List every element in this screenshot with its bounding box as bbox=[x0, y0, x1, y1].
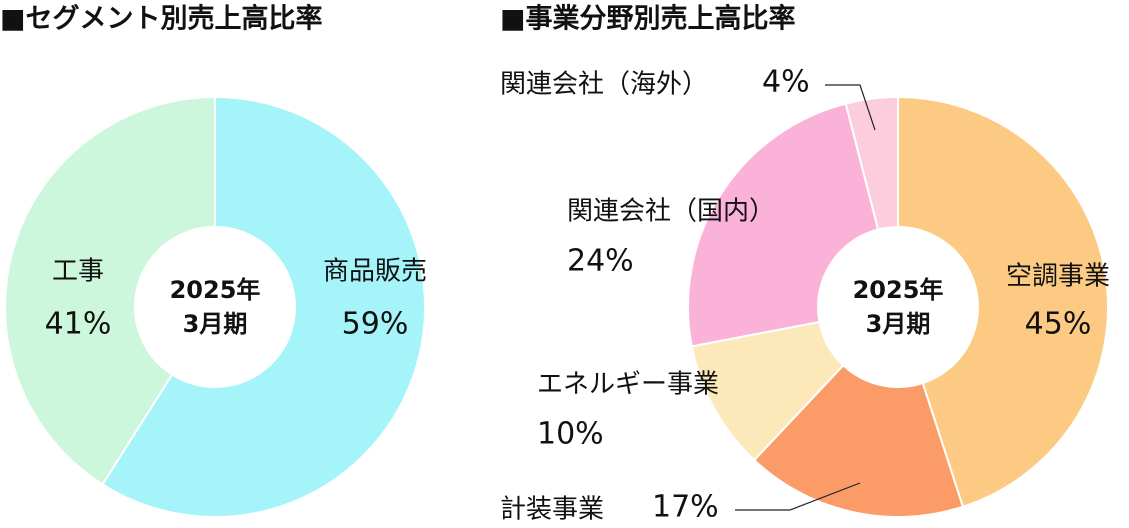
category-label: 計装事業 bbox=[500, 495, 604, 525]
value-label: 4% bbox=[762, 65, 810, 100]
chart-title: ■セグメント別売上高比率 bbox=[0, 3, 323, 35]
center-label: 2025年 bbox=[853, 276, 944, 304]
donut-slice bbox=[897, 95, 1109, 508]
center-label: 2025年 bbox=[170, 276, 261, 304]
category-label: エネルギー事業 bbox=[537, 370, 719, 400]
value-label: 17% bbox=[652, 490, 719, 525]
category-label: 関連会社（海外） bbox=[500, 70, 708, 100]
donut-slice bbox=[844, 95, 899, 231]
category-label: 商品販売 bbox=[323, 257, 427, 287]
category-label: 工事 bbox=[52, 257, 104, 287]
category-label: 関連会社（国内） bbox=[567, 197, 775, 227]
value-label: 45% bbox=[1025, 307, 1092, 342]
center-label: 3月期 bbox=[866, 310, 931, 338]
value-label: 59% bbox=[342, 307, 409, 342]
value-label: 10% bbox=[537, 417, 604, 452]
value-label: 41% bbox=[45, 307, 112, 342]
category-label: 空調事業 bbox=[1006, 262, 1110, 292]
donut-slice bbox=[4, 95, 216, 486]
donut-slice bbox=[101, 95, 426, 518]
chart-title: ■事業分野別売上高比率 bbox=[500, 3, 796, 35]
center-label: 3月期 bbox=[183, 310, 248, 338]
donut-slice bbox=[687, 102, 880, 348]
donut-slice bbox=[752, 363, 965, 518]
leader-line bbox=[735, 482, 861, 511]
leader-line bbox=[825, 84, 876, 131]
value-label: 24% bbox=[567, 244, 634, 279]
